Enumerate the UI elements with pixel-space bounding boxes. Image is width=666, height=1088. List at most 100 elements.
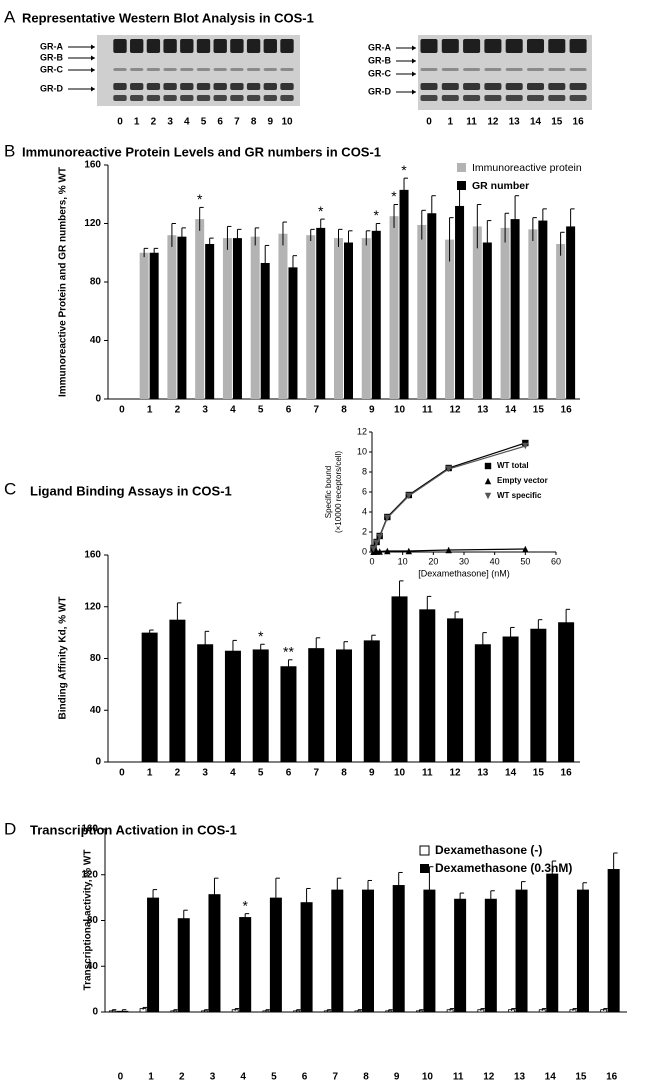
x-tick-label: 10: [398, 556, 408, 566]
bar: [331, 890, 343, 1012]
legend-label: Dexamethasone (0.3nM): [435, 861, 572, 875]
x-tick-label: 16: [606, 1072, 618, 1083]
bar: [364, 640, 380, 762]
y-tick-label: 160: [81, 824, 98, 835]
blot-band: [506, 83, 523, 90]
lane-label: 9: [268, 117, 274, 128]
blot-band: [247, 83, 260, 90]
lane-label: 13: [509, 117, 521, 128]
bar: [306, 235, 315, 399]
legend-label: Dexamethasone (-): [435, 843, 542, 857]
bar: [528, 229, 537, 399]
blot-band: [113, 83, 126, 90]
y-tick-label: 12: [357, 426, 367, 436]
bar: [485, 899, 497, 1012]
bar: [147, 898, 159, 1012]
y-tick-label: 120: [84, 218, 101, 229]
blot-band: [180, 83, 193, 90]
legend-marker: [485, 463, 491, 469]
band-label: GR-A: [368, 42, 391, 52]
legend-label: WT total: [497, 461, 529, 470]
blot-band: [113, 95, 126, 101]
x-tick-label: 2: [175, 405, 181, 416]
bar: [253, 649, 269, 762]
blot-band: [113, 68, 126, 71]
bar: [316, 228, 325, 399]
panel-label: B: [4, 141, 15, 160]
blot-band: [420, 39, 437, 53]
bar: [362, 238, 371, 399]
x-tick-label: 12: [449, 768, 461, 779]
blot-band: [463, 95, 480, 101]
blot-band: [163, 39, 176, 53]
x-tick-label: 20: [428, 556, 438, 566]
bar: [278, 234, 287, 399]
x-tick-label: 0: [119, 768, 125, 779]
chart-title: Transcription Activation in COS-1: [30, 822, 237, 837]
arrow-head: [91, 68, 95, 73]
x-tick-label: 8: [341, 768, 347, 779]
x-tick-label: 30: [459, 556, 469, 566]
blot-band: [264, 68, 277, 71]
lane-label: 15: [551, 117, 563, 128]
blot-band: [420, 83, 437, 90]
bar: [400, 190, 409, 399]
x-tick-label: 10: [422, 1072, 434, 1083]
blot-band: [484, 83, 501, 90]
x-tick-label: 16: [561, 768, 573, 779]
y-tick-label: 0: [92, 1007, 98, 1018]
band-label: GR-D: [368, 86, 391, 96]
x-tick-label: 12: [449, 405, 461, 416]
lane-label: 6: [217, 117, 223, 128]
panel-label: C: [4, 479, 16, 498]
bar: [372, 231, 381, 399]
legend-label: Immunoreactive protein: [472, 162, 582, 174]
x-tick-label: 3: [210, 1072, 216, 1083]
bar: [301, 902, 313, 1012]
blot-band: [163, 68, 176, 71]
x-tick-label: 2: [175, 768, 181, 779]
legend-swatch: [457, 163, 466, 172]
y-tick-label: 2: [362, 526, 367, 536]
bar: [475, 644, 491, 762]
bar: [538, 221, 547, 399]
blot-band: [463, 68, 480, 71]
x-tick-label: 11: [422, 768, 433, 779]
y-tick-label: 40: [90, 705, 102, 716]
band-label: GR-D: [40, 83, 63, 93]
blot-band: [264, 39, 277, 53]
legend-swatch: [420, 864, 429, 873]
significance-label: *: [318, 203, 324, 219]
x-tick-label: 11: [453, 1072, 464, 1083]
blot-band: [548, 68, 565, 71]
bar: [483, 243, 492, 399]
y-tick-label: 160: [84, 550, 101, 561]
bar: [556, 244, 565, 399]
bar: [239, 917, 251, 1012]
blot-band: [264, 95, 277, 101]
x-tick-label: 8: [341, 405, 347, 416]
band-label: GR-B: [368, 55, 391, 65]
blot-band: [247, 68, 260, 71]
bar: [473, 226, 482, 399]
blot-band: [230, 95, 243, 101]
blot-band: [180, 39, 193, 53]
x-tick-label: 7: [313, 768, 319, 779]
blot-band: [130, 95, 143, 101]
bar: [336, 649, 352, 762]
blot-band: [527, 68, 544, 71]
y-tick-label: 40: [87, 961, 99, 972]
lane-label: 12: [487, 117, 499, 128]
y-axis-label: Immunoreactive Protein and GR numbers, %…: [58, 167, 69, 397]
arrow-head: [412, 59, 416, 64]
x-tick-label: 4: [240, 1072, 246, 1083]
blot-band: [214, 39, 227, 53]
arrow-head: [412, 72, 416, 77]
blot-band: [214, 68, 227, 71]
x-tick-label: 3: [202, 405, 208, 416]
x-tick-label: 13: [514, 1072, 526, 1083]
lane-label: 7: [234, 117, 240, 128]
y-tick-label: 120: [84, 601, 101, 612]
x-tick-label: 9: [394, 1072, 400, 1083]
x-tick-label: 60: [551, 556, 561, 566]
